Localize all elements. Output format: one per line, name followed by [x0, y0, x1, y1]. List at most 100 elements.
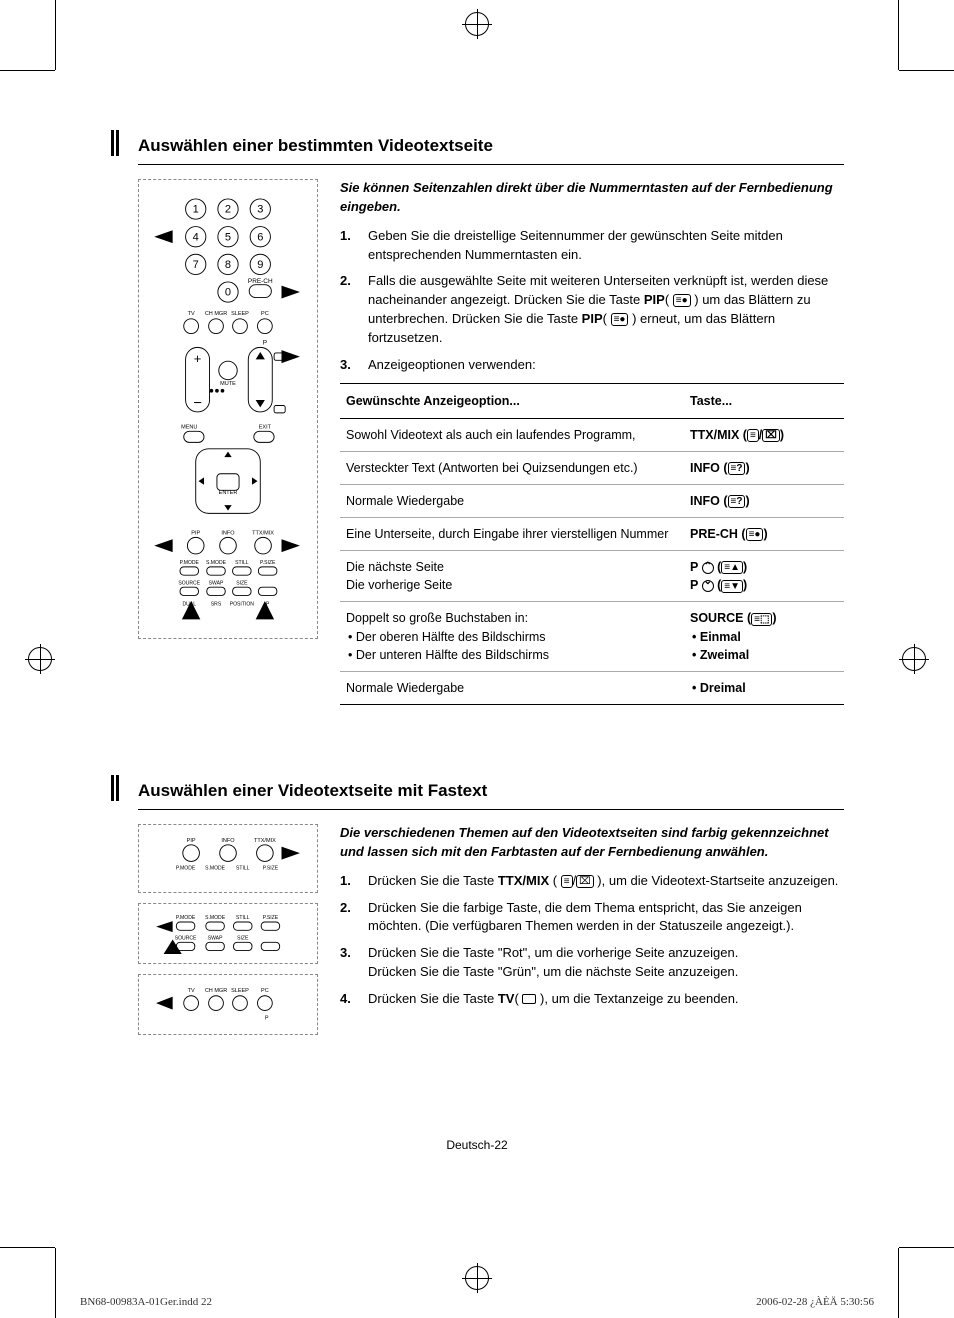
step-text: Drücken Sie die farbige Taste, die dem T…: [368, 899, 844, 937]
crop-mark: [55, 0, 56, 70]
step-list: 1.Drücken Sie die Taste TTX/MIX ( ≡/⌧ ),…: [340, 872, 844, 1009]
table-cell: Sowohl Videotext als auch ein laufendes …: [340, 418, 684, 451]
svg-text:CH MGR: CH MGR: [205, 988, 227, 994]
section-title: Auswählen einer Videotextseite mit Faste…: [138, 781, 844, 801]
table-cell: Eine Unterseite, durch Eingabe ihrer vie…: [340, 518, 684, 551]
svg-text:ENTER: ENTER: [219, 490, 238, 496]
svg-text:9: 9: [257, 259, 263, 271]
registration-mark-icon: [902, 647, 926, 671]
svg-text:7: 7: [193, 259, 199, 271]
svg-text:P.MODE: P.MODE: [176, 915, 196, 921]
step-text: Geben Sie die dreistellige Seitennummer …: [368, 227, 844, 265]
step-text: Drücken Sie die Taste "Rot", um die vorh…: [368, 944, 844, 982]
svg-text:SLEEP: SLEEP: [231, 988, 249, 994]
svg-text:SOURCE: SOURCE: [178, 580, 200, 586]
svg-text:SIZE: SIZE: [236, 580, 248, 586]
svg-text:MUTE: MUTE: [220, 381, 236, 387]
svg-text:SIZE: SIZE: [237, 935, 249, 941]
remote-illustration: TV CH MGR SLEEP PC P: [138, 974, 318, 1035]
section-intro: Sie können Seitenzahlen direkt über die …: [340, 179, 844, 217]
svg-text:STILL: STILL: [236, 866, 250, 872]
table-cell: Dreimal: [684, 671, 844, 704]
print-footer: BN68-00983A-01Ger.indd 22 2006-02-28 ¿ÀÈ…: [80, 1296, 874, 1308]
svg-text:S.MODE: S.MODE: [205, 866, 226, 872]
svg-text:PC: PC: [261, 988, 269, 994]
table-cell: Normale Wiedergabe: [340, 484, 684, 517]
svg-text:8: 8: [225, 259, 231, 271]
svg-text:TTX/MIX: TTX/MIX: [254, 838, 276, 844]
svg-text:MENU: MENU: [181, 425, 197, 431]
svg-text:+: +: [194, 351, 202, 366]
registration-mark-icon: [465, 12, 489, 36]
svg-text:P: P: [265, 1016, 269, 1022]
section-marker-icon: [110, 130, 120, 156]
svg-text:TTX/MIX: TTX/MIX: [252, 531, 274, 537]
table-cell: INFO (≡?): [684, 484, 844, 517]
svg-text:S.MODE: S.MODE: [206, 560, 227, 566]
svg-text:P.SIZE: P.SIZE: [263, 915, 279, 921]
svg-text:0: 0: [225, 287, 231, 299]
table-cell: INFO (≡?): [684, 451, 844, 484]
step-text: Drücken Sie die Taste TV( ), um die Text…: [368, 990, 844, 1009]
svg-text:SOURCE: SOURCE: [175, 935, 197, 941]
step-text: Falls die ausgewählte Seite mit weiteren…: [368, 272, 844, 347]
svg-text:POSITION: POSITION: [230, 602, 255, 608]
svg-text:INFO: INFO: [221, 531, 235, 537]
crop-mark: [0, 1247, 55, 1248]
svg-text:PC: PC: [261, 311, 269, 317]
registration-mark-icon: [465, 1266, 489, 1290]
table-cell: PRE-CH (≡●): [684, 518, 844, 551]
table-head-key: Taste...: [684, 383, 844, 418]
svg-text:P.MODE: P.MODE: [180, 560, 200, 566]
table-cell: Die nächste SeiteDie vorherige Seite: [340, 551, 684, 602]
table-cell: SOURCE (≡⬚) Einmal Zweimal: [684, 602, 844, 671]
crop-mark: [899, 70, 954, 71]
table-cell: Versteckter Text (Antworten bei Quizsend…: [340, 451, 684, 484]
print-footer-timestamp: 2006-02-28 ¿ÀÈÄ 5:30:56: [756, 1296, 874, 1308]
table-cell: TTX/MIX (≡/⌧): [684, 418, 844, 451]
section-title: Auswählen einer bestimmten Videotextseit…: [138, 136, 844, 156]
registration-mark-icon: [28, 647, 52, 671]
crop-mark: [899, 1247, 954, 1248]
svg-text:EXIT: EXIT: [259, 425, 272, 431]
section-fastext: Auswählen einer Videotextseite mit Faste…: [110, 775, 844, 1035]
remote-illustration: PIP INFO TTX/MIX P.MODE S.MODE STILL P.S…: [138, 824, 318, 893]
step-list: 1.Geben Sie die dreistellige Seitennumme…: [340, 227, 844, 375]
svg-text:PRE-CH: PRE-CH: [248, 278, 273, 285]
remote-illustration: P.MODE S.MODE STILL P.SIZE SOURCE SWAP: [138, 903, 318, 964]
step-text: Drücken Sie die Taste TTX/MIX ( ≡/⌧ ), u…: [368, 872, 844, 891]
table-cell: Doppelt so große Buchstaben in: Der ober…: [340, 602, 684, 671]
svg-text:P.SIZE: P.SIZE: [263, 866, 279, 872]
svg-text:P.MODE: P.MODE: [176, 866, 196, 872]
svg-text:SRS: SRS: [211, 602, 222, 608]
svg-text:PIP: PIP: [187, 838, 196, 844]
section-intro: Die verschiedenen Themen auf den Videote…: [340, 824, 844, 862]
divider: [138, 809, 844, 810]
svg-text:TV: TV: [188, 311, 195, 317]
svg-text:SWAP: SWAP: [209, 580, 224, 586]
section-marker-icon: [110, 775, 120, 801]
svg-text:3: 3: [257, 204, 263, 216]
step-text: Anzeigeoptionen verwenden:: [368, 356, 844, 375]
section-videotext-page: Auswählen einer bestimmten Videotextseit…: [110, 130, 844, 705]
svg-text:5: 5: [225, 231, 231, 243]
svg-text:4: 4: [193, 231, 199, 243]
svg-text:TV: TV: [188, 988, 195, 994]
table-cell: P (≡▲)P (≡▼): [684, 551, 844, 602]
svg-text:SLEEP: SLEEP: [231, 311, 249, 317]
divider: [138, 164, 844, 165]
svg-text:SWAP: SWAP: [208, 935, 223, 941]
svg-text:P.SIZE: P.SIZE: [260, 560, 276, 566]
crop-mark: [55, 1248, 56, 1318]
svg-text:2: 2: [225, 204, 231, 216]
crop-mark: [0, 70, 55, 71]
svg-text:STILL: STILL: [236, 915, 250, 921]
svg-text:STILL: STILL: [235, 560, 249, 566]
page-footer: Deutsch-22: [80, 1138, 874, 1152]
crop-mark: [898, 0, 899, 70]
table-cell: Normale Wiedergabe: [340, 671, 684, 704]
svg-text:6: 6: [257, 231, 263, 243]
crop-mark: [898, 1248, 899, 1318]
svg-text:S.MODE: S.MODE: [205, 915, 226, 921]
remote-illustration: 1 2 3 4 5 6 7 8 9 0 PRE-CH: [138, 179, 318, 639]
